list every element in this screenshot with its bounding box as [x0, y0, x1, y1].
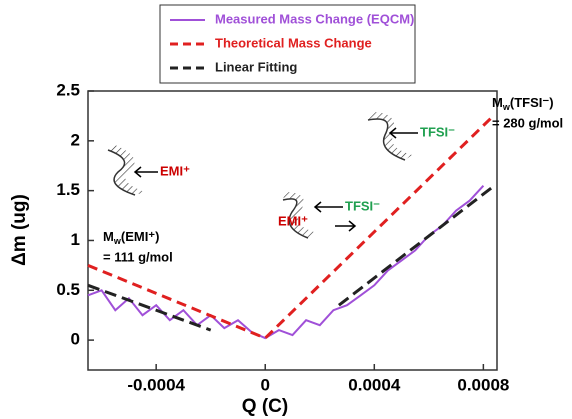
annotation: TFSI⁻: [420, 124, 455, 139]
y-tick-label: 0.5: [56, 280, 80, 299]
annotation-part: M: [103, 229, 114, 244]
annotation: = 280 g/mol: [492, 115, 563, 130]
y-tick-label: 1: [71, 230, 80, 249]
arrow: [133, 127, 418, 232]
x-tick-label: 0: [260, 375, 269, 394]
annotation-part: w: [502, 102, 511, 112]
annotation-part: M: [492, 95, 503, 110]
annotation: Mw(EMI⁺): [103, 229, 160, 246]
series-line: [87, 184, 496, 332]
legend: Measured Mass Change (EQCM) Theoretical M…: [170, 11, 414, 74]
plot-frame: [87, 90, 498, 371]
y-tick-label: 2: [71, 130, 80, 149]
y-tick-label: 0: [71, 330, 80, 349]
annotation: Mw(TFSI⁻): [492, 95, 554, 112]
x-axis-label: Q (C): [242, 396, 288, 417]
series-line: [87, 185, 485, 340]
electrode-cartoon: [107, 112, 412, 239]
y-tick-label: 1.5: [56, 180, 80, 199]
x-tick-label: 0.0008: [457, 375, 509, 394]
annotation: = 111 g/mol: [103, 249, 173, 264]
annotation: EMI⁺: [160, 163, 190, 178]
annotation-part: (TFSI⁻): [510, 95, 554, 110]
x-tick-label: -0.0004: [127, 375, 185, 394]
series-line: [87, 113, 496, 340]
annotation: TFSI⁻: [345, 198, 380, 213]
y-axis-label: Δm (ug): [9, 194, 30, 266]
x-tick-label: 0.0004: [348, 375, 401, 394]
legend-label: Measured Mass Change (EQCM): [215, 11, 414, 26]
annotation: EMI⁺: [278, 213, 308, 228]
legend-label: Theoretical Mass Change: [215, 35, 372, 50]
y-tick-label: 2.5: [56, 80, 80, 99]
legend-label: Linear Fitting: [215, 59, 297, 74]
annotation-part: (EMI⁺): [121, 229, 160, 244]
annotation-part: w: [113, 236, 122, 246]
